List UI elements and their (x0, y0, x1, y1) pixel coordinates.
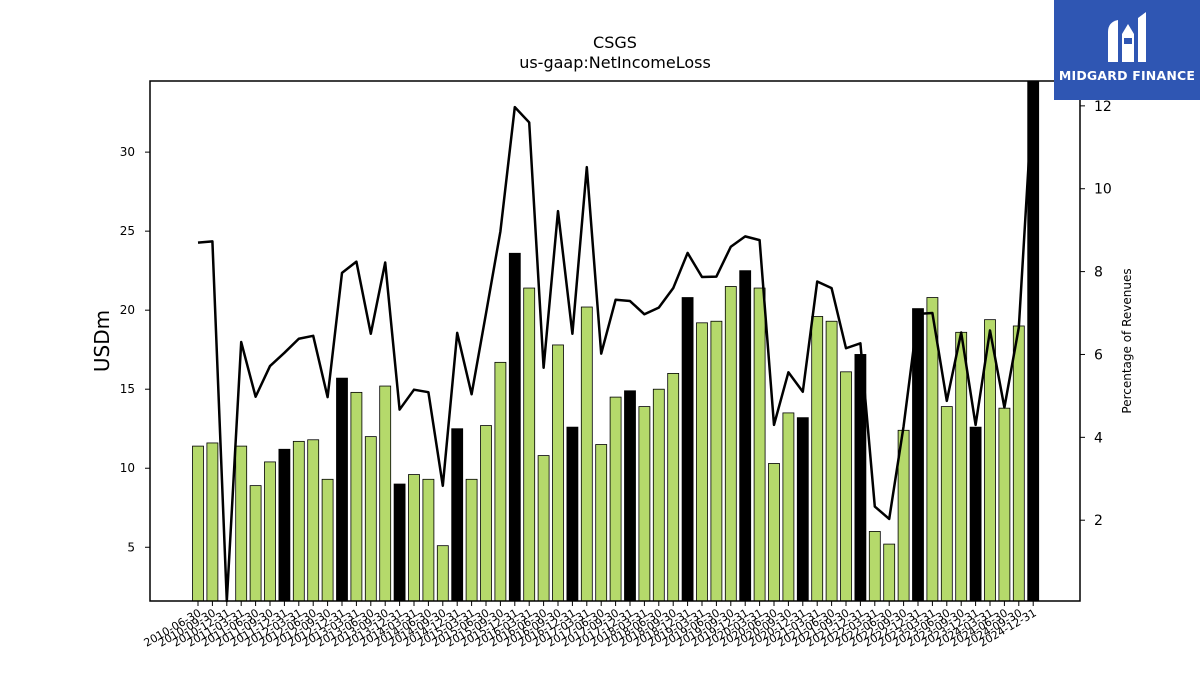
bar-2012-06-30 (307, 439, 320, 602)
bar-2010-06-30 (192, 445, 204, 602)
bar-2019-09-30 (724, 286, 737, 602)
bar-2018-03-31 (638, 406, 651, 602)
line-group (197, 87, 1035, 603)
bar-2016-09-30 (552, 344, 564, 602)
bar-2012-09-30 (321, 478, 334, 602)
y2-tick-label: 6 (1094, 347, 1103, 363)
bar-2021-03-31 (811, 316, 824, 602)
bar-2017-09-30 (609, 396, 622, 602)
y-tick-label: 30 (120, 145, 135, 159)
plot-frame (149, 80, 1081, 602)
bar-2018-09-30 (667, 372, 680, 602)
bar-2013-12-31 (393, 483, 406, 602)
bar-2011-09-30 (264, 461, 276, 602)
bar-2018-06-30 (652, 388, 665, 602)
y2-tick-label: 10 (1094, 182, 1112, 198)
y2-axis-label: Percentage of Revenues (1120, 268, 1134, 413)
y2-tick-label: 8 (1094, 265, 1103, 281)
bar-2015-12-31 (508, 252, 521, 602)
bar-2013-06-30 (364, 436, 377, 602)
chart-subtitle: us-gaap:NetIncomeLoss (519, 53, 711, 72)
bars-group (192, 80, 1040, 602)
y2-tick-label: 12 (1094, 99, 1112, 115)
bar-2020-12-31 (796, 417, 809, 602)
bar-2021-09-30 (840, 371, 852, 602)
bar-2014-09-30 (436, 545, 449, 602)
bar-2013-03-31 (350, 391, 363, 602)
bar-2014-03-31 (408, 474, 420, 602)
bar-2019-03-31 (696, 322, 708, 602)
y-tick-label: 15 (120, 382, 135, 396)
y-axis-label: USDm (90, 310, 114, 372)
bar-2015-09-30 (494, 361, 507, 602)
y2-tick-label: 2 (1094, 513, 1103, 529)
chart-title: CSGS (593, 33, 637, 52)
bar-2021-06-30 (825, 320, 838, 602)
y-tick-label: 5 (127, 540, 135, 554)
bar-2023-12-31 (969, 426, 982, 602)
bar-2014-06-30 (422, 478, 435, 602)
bar-2019-06-30 (710, 320, 723, 602)
bar-2019-12-31 (739, 270, 752, 602)
bar-2024-09-30 (1012, 325, 1025, 602)
bar-2014-12-31 (451, 428, 464, 602)
midgard-emblem-icon (1108, 12, 1146, 62)
bar-2013-09-30 (379, 385, 392, 602)
bar-2015-03-31 (465, 478, 478, 602)
bar-2012-12-31 (336, 377, 348, 602)
y-tick-label: 25 (120, 224, 135, 238)
brand-logo: MIDGARD FINANCE (1054, 0, 1200, 100)
y-tick-label: 20 (120, 303, 135, 317)
bar-2011-12-31 (278, 448, 291, 602)
bar-2023-09-30 (955, 331, 968, 602)
bar-2016-03-31 (523, 287, 536, 602)
bar-2017-03-31 (580, 306, 593, 602)
bar-2017-12-31 (624, 390, 636, 602)
bar-2024-06-30 (998, 407, 1011, 602)
brand-name: MIDGARD FINANCE (1058, 68, 1196, 83)
bar-2011-06-30 (249, 485, 262, 602)
bar-2017-06-30 (595, 444, 608, 602)
bar-2020-06-30 (768, 463, 780, 602)
y-tick-label: 10 (120, 461, 135, 475)
bar-2020-09-30 (782, 412, 795, 602)
bar-2011-03-31 (235, 445, 248, 602)
bar-2020-03-31 (753, 287, 766, 602)
percentage-line (197, 87, 1035, 603)
y2-tick-label: 4 (1094, 430, 1103, 446)
bar-2016-06-30 (537, 455, 550, 602)
x-axis-ticks: 2010-06-302010-09-302010-12-312011-03-31… (142, 601, 1039, 650)
bar-2015-06-30 (480, 425, 492, 602)
bar-2016-12-31 (566, 426, 579, 602)
bar-2012-03-31 (292, 440, 305, 602)
left-axis-ticks: 5 10 15 20 25 30 (120, 145, 150, 554)
bar-2022-06-30 (883, 543, 896, 602)
bar-2018-12-31 (681, 297, 694, 602)
bar-2022-03-31 (868, 531, 881, 602)
right-axis-ticks: 2 4 6 8 10 12 (1080, 99, 1112, 529)
bar-2023-06-30 (940, 406, 953, 602)
bar-2010-09-30 (206, 442, 219, 602)
